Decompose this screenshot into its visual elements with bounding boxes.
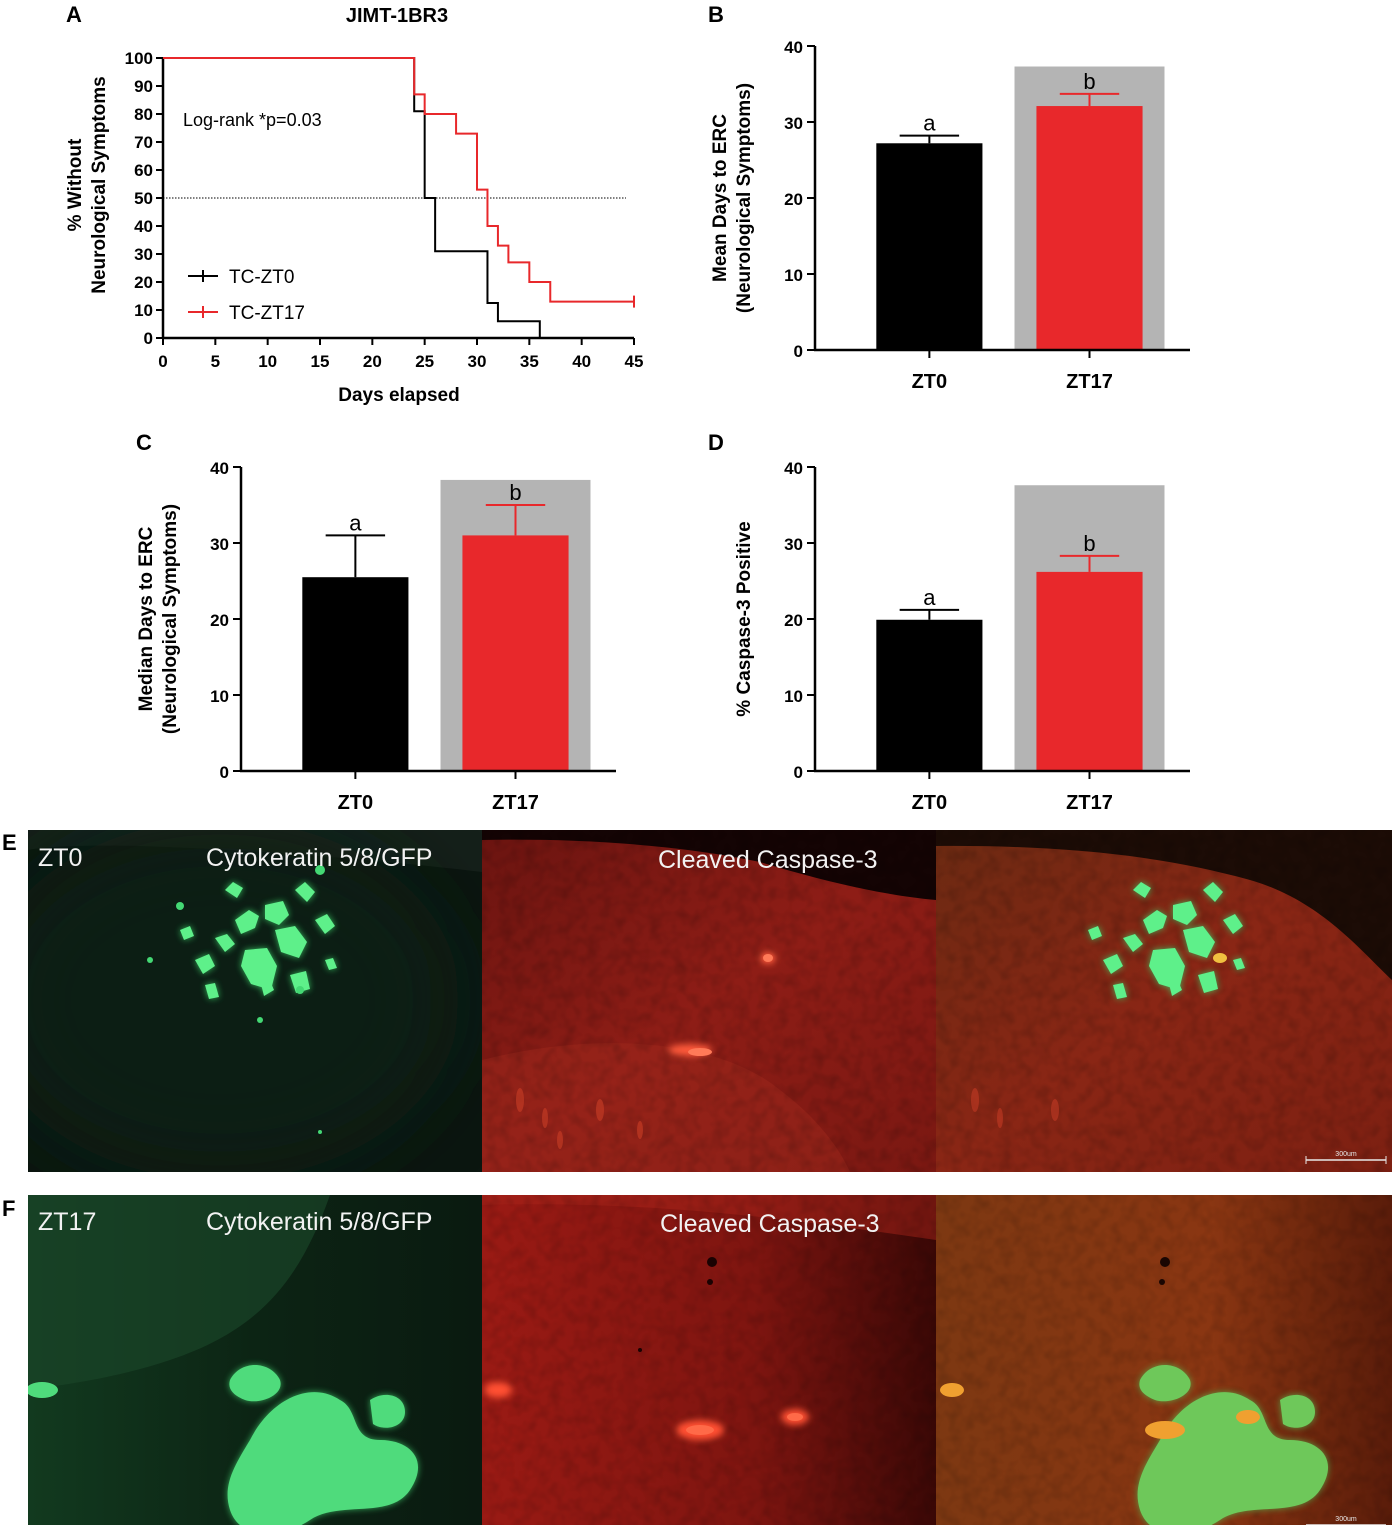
x-category-label: ZT17 — [1066, 371, 1113, 393]
y-tick-label: 10 — [134, 301, 153, 320]
x-tick-label: 0 — [158, 352, 167, 371]
panel-label-d: D — [708, 430, 724, 455]
x-tick-label: 40 — [572, 352, 591, 371]
micrograph-e-condition: ZT0 — [38, 844, 82, 872]
bar-zt0 — [876, 143, 983, 350]
y-tick-label: 0 — [144, 329, 153, 348]
y-tick-label: 20 — [210, 611, 229, 630]
x-tick-label: 45 — [625, 352, 644, 371]
y-tick-label: 0 — [220, 763, 229, 782]
y-tick-label: 60 — [134, 161, 153, 180]
y-tick-label: 30 — [210, 535, 229, 554]
panel-label-f: F — [2, 1196, 15, 1221]
y-tick-label: 50 — [134, 189, 153, 208]
y-tick-label: 30 — [784, 114, 803, 133]
significance-letter: a — [923, 585, 936, 610]
y-tick-label: 80 — [134, 105, 153, 124]
y-tick-label: 40 — [784, 38, 803, 57]
micrograph-e-gfp — [28, 830, 482, 1172]
significance-letter: a — [923, 111, 936, 136]
micrograph-e-label-caspase: Cleaved Caspase-3 — [658, 846, 878, 874]
significance-letter: b — [509, 480, 521, 505]
x-category-label: ZT17 — [1066, 792, 1113, 814]
significance-letter: b — [1083, 69, 1095, 94]
panel-c-median-days-chart: a ZT0 b ZT17 0 10 20 30 40 Median Days to ERC (Neu… — [136, 459, 616, 814]
y-axis-label-line: % Without — [65, 138, 86, 231]
panel-a-survival-chart: JIMT-1BR3 0 10 20 30 40 50 60 70 80 90 100 0 5 10 15 20 2… — [65, 5, 643, 406]
micrograph-e-merge: 300um — [936, 830, 1392, 1172]
y-tick-label: 0 — [794, 763, 803, 782]
significance-letter: a — [349, 510, 362, 535]
bar-zt0 — [302, 577, 409, 771]
x-category-label: ZT0 — [912, 792, 948, 814]
y-tick-label: 100 — [125, 49, 153, 68]
series-line-tc-zt0 — [163, 57, 541, 338]
micrograph-row-f: 300um ZT17 Cytokeratin 5/8/GFP Cleaved C… — [28, 1195, 1392, 1525]
micrograph-f-label-gfp: Cytokeratin 5/8/GFP — [206, 1208, 432, 1236]
y-axis-label-line: Mean Days to ERC — [710, 114, 731, 282]
micrograph-f-caspase — [482, 1195, 936, 1525]
y-tick-label: 20 — [784, 611, 803, 630]
micrograph-f-label-caspase: Cleaved Caspase-3 — [660, 1210, 880, 1238]
series-line-tc-zt17 — [163, 57, 634, 303]
micrograph-e-label-gfp: Cytokeratin 5/8/GFP — [206, 844, 432, 872]
y-tick-label: 40 — [784, 459, 803, 478]
y-tick-label: 90 — [134, 77, 153, 96]
y-tick-label: 20 — [134, 273, 153, 292]
x-category-label: ZT0 — [338, 792, 374, 814]
y-tick-label: 0 — [794, 342, 803, 361]
x-tick-label: 35 — [520, 352, 539, 371]
micrograph-e-caspase — [482, 830, 936, 1172]
bar-zt0 — [876, 619, 983, 771]
micrograph-row-e: 300um ZT0 Cytokeratin 5/8/GFP Cleaved Ca… — [28, 830, 1392, 1172]
x-tick-label: 30 — [468, 352, 487, 371]
y-axis-label-line: Median Days to ERC — [136, 526, 157, 711]
bar-zt17 — [1036, 571, 1143, 771]
panel-label-b: B — [708, 2, 724, 27]
significance-letter: b — [1083, 531, 1095, 556]
micrograph-f-merge: 300um — [936, 1195, 1392, 1525]
y-axis-label-line: (Neurological Symptoms) — [160, 504, 181, 734]
y-tick-label: 20 — [784, 190, 803, 209]
bar-zt17 — [1036, 106, 1143, 350]
logrank-annotation: Log-rank *p=0.03 — [183, 110, 322, 130]
panel-label-c: C — [136, 430, 152, 455]
bar-zt17 — [462, 535, 569, 771]
x-tick-label: 10 — [258, 352, 277, 371]
micrograph-f-condition: ZT17 — [38, 1208, 96, 1236]
panel-label-a: A — [66, 2, 82, 27]
panel-label-e: E — [2, 830, 17, 855]
x-axis-label: Days elapsed — [338, 385, 459, 406]
y-tick-label: 70 — [134, 133, 153, 152]
y-axis-label-line: (Neurological Symptoms) — [734, 83, 755, 313]
scale-bar-f-label: 300um — [1335, 1516, 1357, 1523]
x-tick-label: 25 — [415, 352, 434, 371]
y-tick-label: 40 — [210, 459, 229, 478]
micrograph-f-gfp — [28, 1195, 482, 1525]
scale-bar-e-label: 300um — [1335, 1151, 1357, 1158]
y-tick-label: 10 — [210, 687, 229, 706]
panel-d-caspase-chart: a ZT0 b ZT17 0 10 20 30 40 % Caspase-3 Positive — [734, 459, 1190, 814]
y-axis-label-line: Neurological Symptoms — [89, 76, 110, 294]
x-category-label: ZT0 — [912, 371, 948, 393]
x-tick-label: 5 — [211, 352, 220, 371]
y-tick-label: 40 — [134, 217, 153, 236]
y-tick-label: 10 — [784, 266, 803, 285]
y-tick-label: 30 — [134, 245, 153, 264]
x-tick-label: 15 — [311, 352, 330, 371]
chart-a-title: JIMT-1BR3 — [346, 5, 448, 27]
x-tick-label: 20 — [363, 352, 382, 371]
y-tick-label: 10 — [784, 687, 803, 706]
x-category-label: ZT17 — [492, 792, 539, 814]
y-axis-label-line: % Caspase-3 Positive — [734, 521, 755, 716]
y-tick-label: 30 — [784, 535, 803, 554]
panel-b-mean-days-chart: a ZT0 b ZT17 0 10 20 30 40 Mean Days to ERC (Neuro… — [710, 38, 1190, 393]
legend-label-tc-zt17: TC-ZT17 — [229, 303, 305, 324]
legend-label-tc-zt0: TC-ZT0 — [229, 267, 294, 288]
